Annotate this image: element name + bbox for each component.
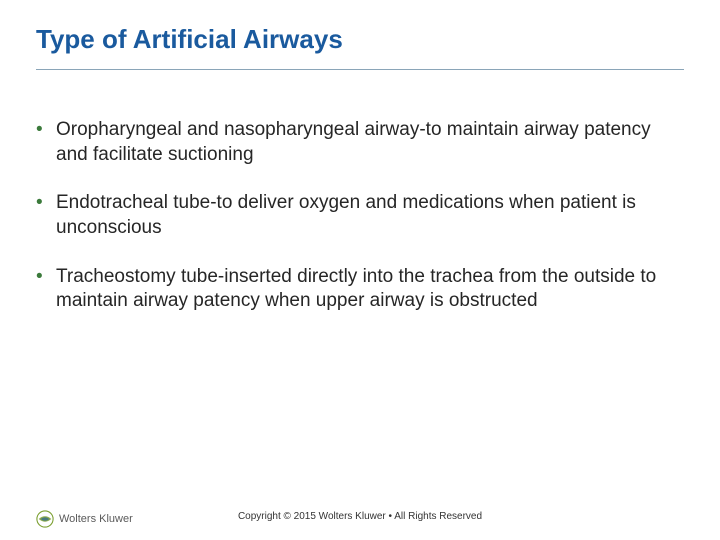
slide-title: Type of Artificial Airways [36, 24, 684, 55]
list-item: Tracheostomy tube-inserted directly into… [36, 265, 684, 314]
copyright-footer: Copyright © 2015 Wolters Kluwer • All Ri… [0, 511, 720, 522]
slide: Type of Artificial Airways Oropharyngeal… [0, 0, 720, 540]
bullet-list: Oropharyngeal and nasopharyngeal airway-… [36, 118, 684, 314]
title-rule [36, 69, 684, 70]
list-item: Endotracheal tube-to deliver oxygen and … [36, 191, 684, 240]
list-item: Oropharyngeal and nasopharyngeal airway-… [36, 118, 684, 167]
